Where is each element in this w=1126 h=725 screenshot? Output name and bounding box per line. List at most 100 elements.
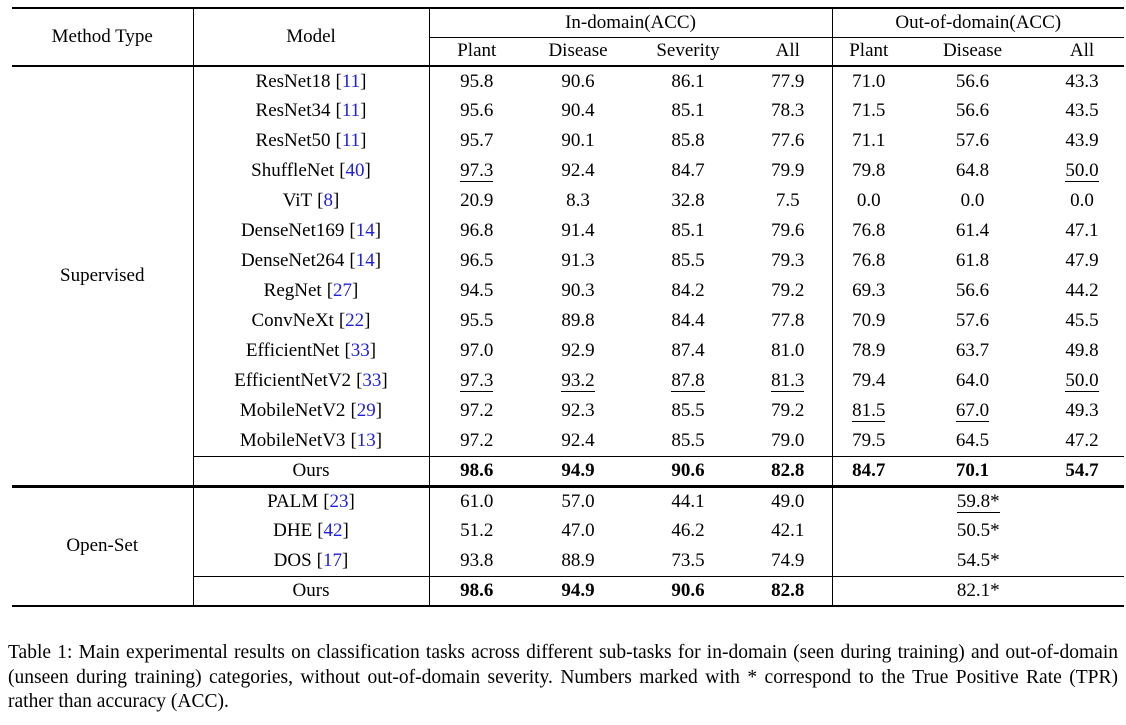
out-of-domain-value: 79.5 [852,429,886,451]
in-domain-value: 77.9 [771,70,805,92]
citation-link[interactable]: 14 [355,250,375,272]
in-domain-value-cell: 44.1 [632,486,744,516]
model-name: EfficientNetV2 [234,370,352,392]
in-domain-value: 74.9 [771,549,805,571]
citation-bracket-close: ] [342,549,349,571]
header-out-plant: Plant [832,37,905,67]
out-of-domain-value-cell: 56.6 [905,276,1040,306]
in-domain-value: 90.6 [671,459,705,481]
model-name: ViT [282,190,313,212]
citation-link[interactable]: 11 [341,70,361,92]
model-name: Ours [292,579,330,601]
in-domain-value-cell: 93.2 [524,366,632,396]
in-domain-value-cell: 47.0 [524,516,632,546]
table-row: DOS [17] 93.8 88.9 73.5 74.9 54.5* [12,546,1124,576]
out-of-domain-value: 43.9 [1065,130,1099,152]
in-domain-value-cell: 96.5 [429,246,524,276]
citation-link[interactable]: 33 [350,340,370,362]
out-of-domain-value: 81.5 [852,400,886,422]
citation-link[interactable]: 11 [341,130,361,152]
out-of-domain-value: 71.5 [852,100,886,122]
out-of-domain-value: 57.6 [955,310,990,332]
model-name: EfficientNet [245,340,340,362]
in-domain-value: 95.6 [460,100,494,122]
citation-link[interactable]: 14 [355,220,375,242]
in-domain-value: 85.1 [671,220,705,242]
citation-link[interactable]: 27 [333,280,353,302]
citation-link[interactable]: 8 [323,190,333,212]
out-of-domain-value-cell: 0.0 [905,186,1040,216]
in-domain-value: 90.4 [561,100,595,122]
table-row: EfficientNet [33] 97.0 92.9 87.4 81.0 78.9 63.7… [12,336,1124,366]
citation-bracket-open: [ [335,100,342,122]
in-domain-value: 42.1 [771,520,805,542]
header-in-all: All [744,37,833,67]
in-domain-value: 97.2 [460,429,494,451]
model-cell: Ours [193,575,430,606]
in-domain-value: 77.6 [771,130,805,152]
in-domain-value-cell: 87.4 [632,336,744,366]
in-domain-value-cell: 98.6 [429,455,524,486]
in-domain-value: 92.3 [561,400,595,422]
in-domain-value-cell: 97.2 [429,426,524,456]
in-domain-value: 93.8 [460,549,494,571]
in-domain-value-cell: 96.8 [429,216,524,246]
out-of-domain-value-cell: 47.9 [1040,246,1124,276]
out-of-domain-value-cell: 50.0 [1040,156,1124,186]
citation-link[interactable]: 22 [345,310,365,332]
citation-bracket-open: [ [323,490,330,512]
in-domain-value: 79.9 [771,160,805,182]
model-cell: ResNet18 [11] [193,66,430,96]
in-domain-value-cell: 79.2 [744,276,833,306]
in-domain-value: 94.5 [460,280,494,302]
in-domain-value: 44.1 [671,490,705,512]
in-domain-value: 94.9 [561,459,595,481]
in-domain-value-cell: 84.7 [632,156,744,186]
citation-bracket-open: [ [338,310,346,332]
citation-bracket-close: ] [332,190,340,212]
citation-bracket-close: ] [375,429,383,451]
citation-link[interactable]: 33 [362,370,382,392]
in-domain-value-cell: 57.0 [524,486,632,516]
citation-link[interactable]: 29 [356,400,376,422]
in-domain-value-cell: 85.5 [632,426,744,456]
model-cell: RegNet [27] [193,276,430,306]
out-of-domain-value: 64.0 [955,370,990,392]
out-of-domain-value-cell: 45.5 [1040,306,1124,336]
out-of-domain-value-cell: 43.5 [1040,96,1124,126]
table-row: ResNet50 [11] 95.7 90.1 85.8 77.6 71.1 57.6 43.9 [12,126,1124,156]
citation-link[interactable]: 23 [329,490,349,512]
in-domain-value-cell: 86.1 [632,66,744,96]
citation-link[interactable]: 40 [345,160,365,182]
citation-link[interactable]: 13 [356,429,376,451]
out-of-domain-value-cell: 69.3 [832,276,905,306]
in-domain-value-cell: 79.2 [744,396,833,426]
citation-bracket-open: [ [335,130,342,152]
in-domain-value-cell: 89.8 [524,306,632,336]
citation-link[interactable]: 11 [341,100,361,122]
citation-bracket-open: [ [316,549,323,571]
out-of-domain-value-cell: 0.0 [1040,186,1124,216]
citation-bracket-close: ] [342,520,349,542]
out-of-domain-value: 0.0 [856,190,881,212]
citation-bracket-open: [ [317,520,324,542]
out-of-domain-value-cell: 0.0 [832,186,905,216]
out-of-domain-value-cell: 56.6 [905,66,1040,96]
in-domain-value-cell: 95.6 [429,96,524,126]
table-caption: Table 1: Main experimental results on cl… [8,642,1118,713]
in-domain-value: 90.6 [561,70,595,92]
in-domain-value-cell: 88.9 [524,546,632,576]
citation-link[interactable]: 42 [323,520,343,542]
in-domain-value: 85.5 [671,400,705,422]
in-domain-value: 84.7 [671,160,705,182]
out-of-domain-merged-value: 59.8* [956,490,1000,513]
out-of-domain-value-cell: 64.5 [905,426,1040,456]
out-of-domain-value-cell: 78.9 [832,336,905,366]
model-cell: EfficientNetV2 [33] [193,366,430,396]
in-domain-value: 97.0 [460,340,494,362]
in-domain-value: 46.2 [671,520,705,542]
in-domain-value-cell: 90.6 [632,455,744,486]
model-cell: ResNet50 [11] [193,126,430,156]
citation-link[interactable]: 17 [323,549,342,571]
out-of-domain-merged-cell: 59.8* [832,486,1124,516]
